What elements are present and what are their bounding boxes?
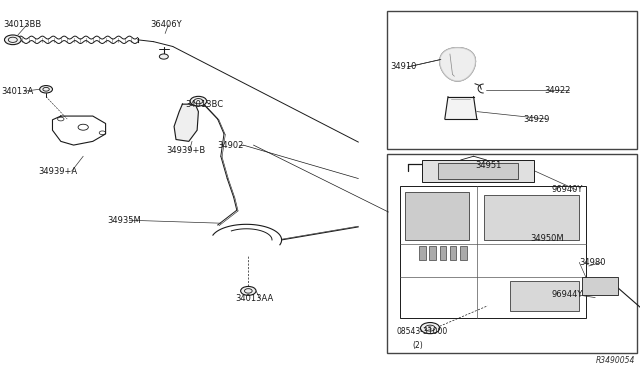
Bar (450, 246, 456, 260)
Text: 34013BB: 34013BB (3, 20, 42, 29)
Polygon shape (445, 97, 477, 119)
Text: (2): (2) (413, 341, 424, 350)
Circle shape (159, 54, 168, 59)
Text: 08543-31000: 08543-31000 (397, 327, 448, 336)
Bar (460, 246, 467, 260)
Text: 34922: 34922 (544, 86, 570, 94)
Bar (438, 163, 518, 179)
Circle shape (40, 86, 52, 93)
Text: 34902: 34902 (218, 141, 244, 150)
Polygon shape (174, 104, 198, 141)
Bar (387, 154, 637, 353)
Text: 96940Y: 96940Y (552, 185, 583, 194)
Circle shape (4, 35, 21, 45)
Bar (510, 281, 579, 311)
Bar (582, 277, 618, 295)
Bar (429, 246, 436, 260)
Circle shape (190, 96, 207, 106)
Text: 34013A: 34013A (1, 87, 33, 96)
Text: 36406Y: 36406Y (150, 20, 182, 29)
Text: R3490054: R3490054 (595, 356, 635, 365)
Bar (405, 192, 469, 240)
Text: 34013BC: 34013BC (186, 100, 224, 109)
Circle shape (241, 286, 256, 295)
Text: 34939+B: 34939+B (166, 146, 205, 155)
Bar (400, 186, 586, 318)
Text: S: S (428, 326, 431, 331)
Text: 34950M: 34950M (530, 234, 564, 243)
Text: 34910: 34910 (390, 62, 417, 71)
Circle shape (420, 323, 440, 334)
Text: 34951: 34951 (475, 161, 501, 170)
Text: 96944Y: 96944Y (552, 290, 583, 299)
Text: 34980: 34980 (579, 258, 605, 267)
Text: 34013AA: 34013AA (236, 294, 274, 303)
Bar (387, 11, 637, 149)
Bar (440, 246, 446, 260)
Bar (484, 195, 579, 240)
Polygon shape (440, 48, 476, 81)
Bar (419, 246, 426, 260)
Text: 34935M: 34935M (108, 216, 141, 225)
Text: 34929: 34929 (524, 115, 550, 124)
Bar (422, 160, 534, 182)
Text: 34939+A: 34939+A (38, 167, 77, 176)
